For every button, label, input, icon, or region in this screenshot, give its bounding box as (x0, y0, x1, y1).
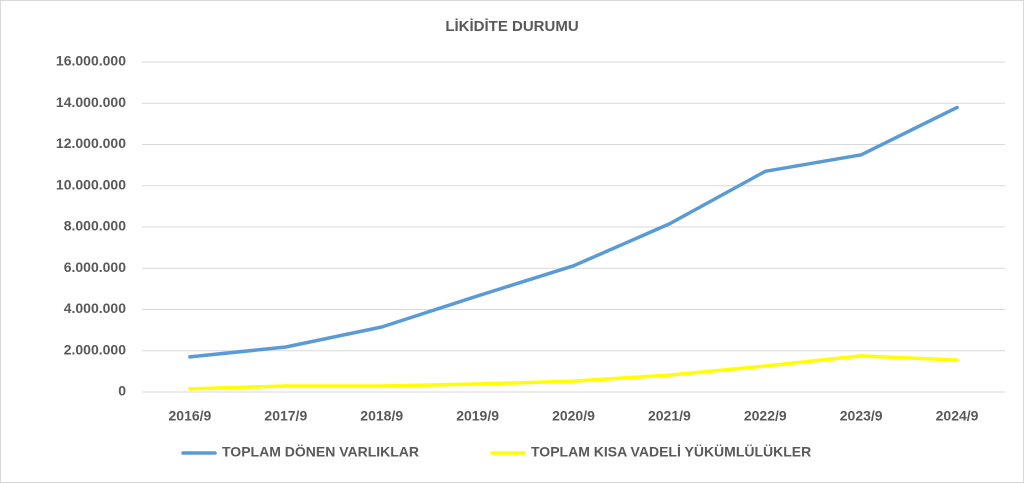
y-tick-label: 8.000.000 (64, 218, 126, 234)
y-tick-label: 2.000.000 (64, 341, 126, 357)
series-line (188, 354, 959, 391)
y-tick-label: 4.000.000 (64, 300, 126, 316)
x-tick-label: 2021/9 (648, 408, 691, 424)
y-tick-label: 12.000.000 (56, 135, 126, 151)
x-tick-label: 2017/9 (264, 408, 307, 424)
y-tick-label: 10.000.000 (56, 176, 126, 192)
x-tick-label: 2024/9 (936, 408, 979, 424)
y-tick-label: 16.000.000 (56, 53, 126, 69)
x-tick-label: 2019/9 (456, 408, 499, 424)
y-tick-label: 14.000.000 (56, 94, 126, 110)
x-tick-label: 2016/9 (169, 408, 212, 424)
series-line (188, 105, 959, 359)
y-tick-label: 6.000.000 (64, 259, 126, 275)
y-tick-label: 0 (118, 383, 126, 399)
x-tick-label: 2023/9 (840, 408, 883, 424)
x-tick-label: 2022/9 (744, 408, 787, 424)
legend-label: TOPLAM KISA VADELİ YÜKÜMLÜLÜKLER (531, 444, 811, 460)
legend-label: TOPLAM DÖNEN VARLIKLAR (222, 444, 419, 460)
x-tick-label: 2018/9 (360, 408, 403, 424)
x-tick-label: 2020/9 (552, 408, 595, 424)
chart-title: LİKİDİTE DURUMU (445, 18, 578, 35)
